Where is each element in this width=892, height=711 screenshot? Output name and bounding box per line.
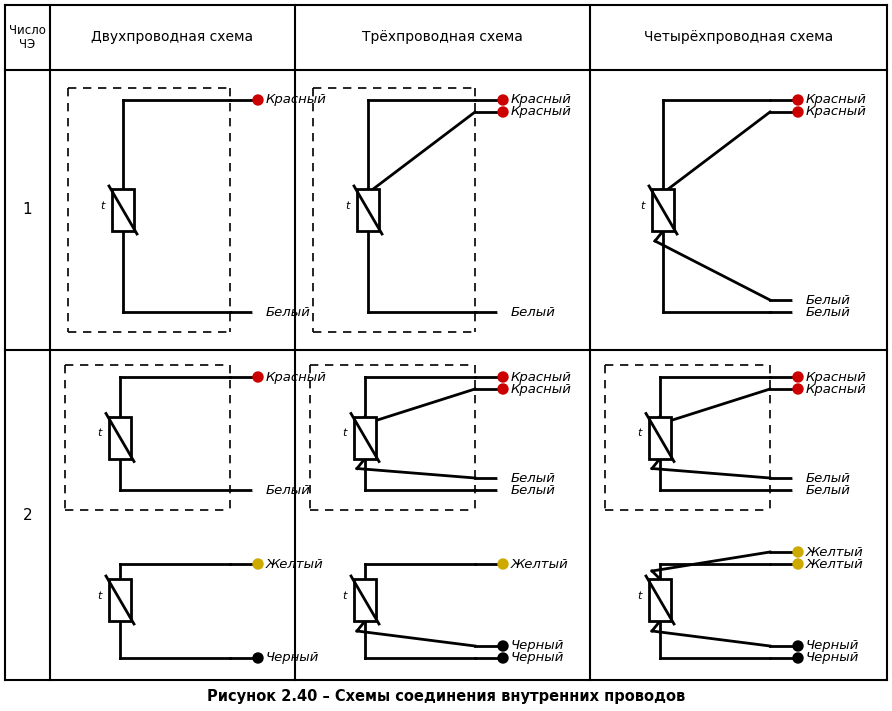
Circle shape <box>793 641 803 651</box>
Text: Двухпроводная схема: Двухпроводная схема <box>92 31 253 45</box>
Circle shape <box>498 384 508 394</box>
Text: Красный: Красный <box>806 94 867 107</box>
Bar <box>354 417 376 459</box>
Text: Желтый: Желтый <box>511 557 569 570</box>
Text: 1: 1 <box>22 203 32 218</box>
Text: Красный: Красный <box>511 105 572 119</box>
Text: Красный: Красный <box>511 94 572 107</box>
Text: Красный: Красный <box>511 370 572 383</box>
Text: Красный: Красный <box>806 105 867 119</box>
Circle shape <box>793 547 803 557</box>
Circle shape <box>793 384 803 394</box>
Bar <box>109 417 131 459</box>
Text: 2: 2 <box>22 508 32 523</box>
Bar <box>649 417 671 459</box>
Text: Белый: Белый <box>806 294 851 306</box>
Bar <box>357 189 379 231</box>
Text: t: t <box>640 201 644 211</box>
Text: Черный: Черный <box>806 639 859 653</box>
Circle shape <box>793 107 803 117</box>
Text: Белый: Белый <box>511 483 556 496</box>
Circle shape <box>498 307 508 317</box>
Text: Белый: Белый <box>266 483 311 496</box>
Text: Трёхпроводная схема: Трёхпроводная схема <box>362 31 523 45</box>
Text: Белый: Белый <box>806 471 851 484</box>
Text: Желтый: Желтый <box>806 545 863 559</box>
Circle shape <box>793 307 803 317</box>
Circle shape <box>793 653 803 663</box>
Text: t: t <box>637 591 641 601</box>
Text: Белый: Белый <box>266 306 311 319</box>
Circle shape <box>498 485 508 495</box>
Bar <box>112 189 134 231</box>
Circle shape <box>498 95 508 105</box>
Text: Белый: Белый <box>511 306 556 319</box>
Text: t: t <box>97 591 101 601</box>
Circle shape <box>793 295 803 305</box>
Circle shape <box>498 641 508 651</box>
Circle shape <box>253 372 263 382</box>
Text: t: t <box>345 201 349 211</box>
Text: t: t <box>342 429 346 439</box>
Text: Четырёхпроводная схема: Четырёхпроводная схема <box>644 31 833 45</box>
Circle shape <box>253 95 263 105</box>
Circle shape <box>793 95 803 105</box>
Circle shape <box>498 473 508 483</box>
Text: Черный: Черный <box>266 651 319 665</box>
Text: t: t <box>342 591 346 601</box>
Text: Черный: Черный <box>511 639 565 653</box>
Bar <box>652 189 674 231</box>
Circle shape <box>253 485 263 495</box>
Text: Красный: Красный <box>806 370 867 383</box>
Text: t: t <box>637 429 641 439</box>
Text: t: t <box>97 429 101 439</box>
Text: Красный: Красный <box>806 383 867 395</box>
Text: Белый: Белый <box>511 471 556 484</box>
Text: Рисунок 2.40 – Схемы соединения внутренних проводов: Рисунок 2.40 – Схемы соединения внутренн… <box>207 690 685 705</box>
Circle shape <box>498 372 508 382</box>
Text: Желтый: Желтый <box>266 557 324 570</box>
Bar <box>354 579 376 621</box>
Text: Белый: Белый <box>806 483 851 496</box>
Circle shape <box>253 559 263 569</box>
Circle shape <box>793 559 803 569</box>
Bar <box>649 579 671 621</box>
Text: Красный: Красный <box>266 370 326 383</box>
Circle shape <box>793 473 803 483</box>
Circle shape <box>498 107 508 117</box>
Text: t: t <box>100 201 104 211</box>
Bar <box>109 579 131 621</box>
Text: Красный: Красный <box>511 383 572 395</box>
Text: Черный: Черный <box>511 651 565 665</box>
Text: Белый: Белый <box>806 306 851 319</box>
Circle shape <box>793 485 803 495</box>
Text: Красный: Красный <box>266 94 326 107</box>
Circle shape <box>498 559 508 569</box>
Text: Желтый: Желтый <box>806 557 863 570</box>
Text: Число
ЧЭ: Число ЧЭ <box>9 23 45 51</box>
Circle shape <box>253 653 263 663</box>
Circle shape <box>793 372 803 382</box>
Circle shape <box>498 653 508 663</box>
Circle shape <box>253 307 263 317</box>
Text: Черный: Черный <box>806 651 859 665</box>
